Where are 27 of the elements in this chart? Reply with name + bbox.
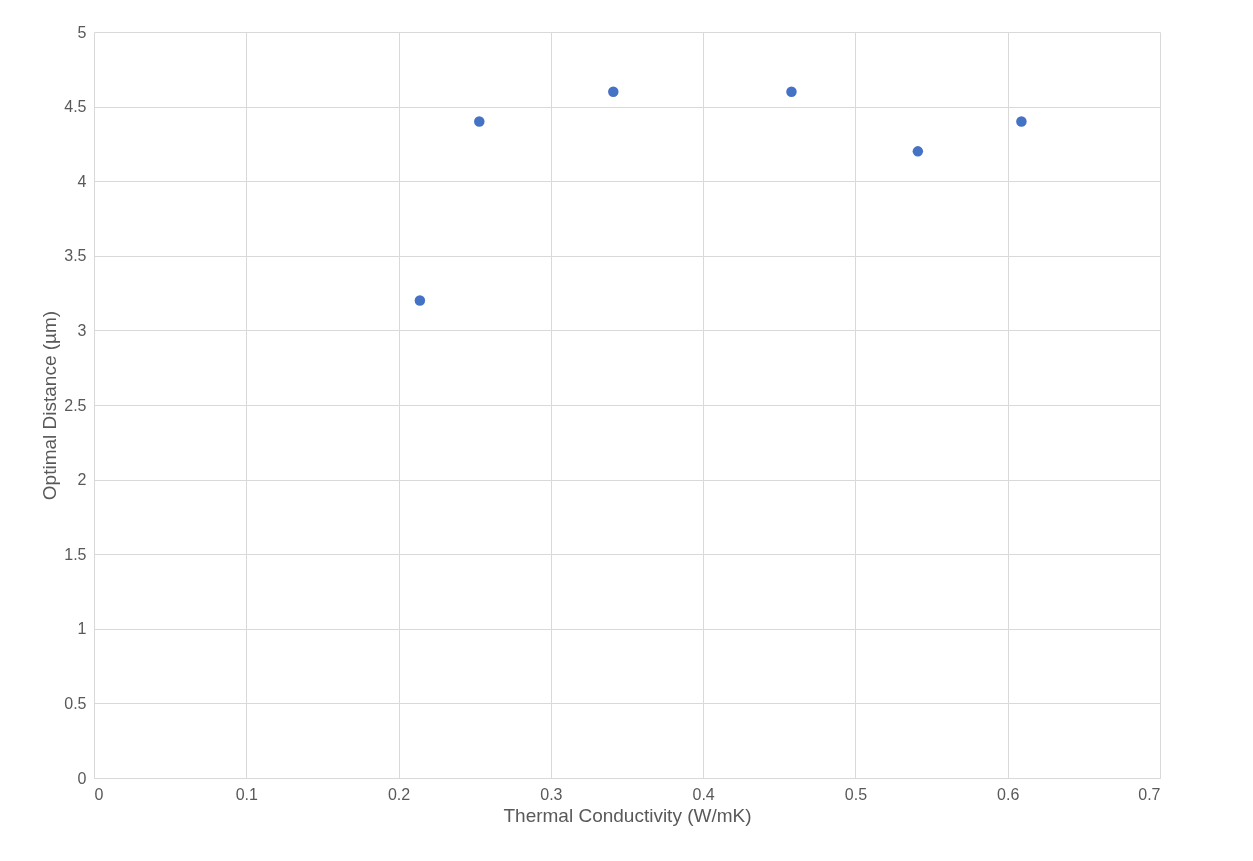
point xyxy=(1016,116,1027,127)
x-tick-label: 0.7 xyxy=(1138,785,1161,803)
y-tick-label: 3 xyxy=(77,321,87,339)
point xyxy=(414,295,426,306)
x-tick-label: 0.6 xyxy=(997,785,1020,803)
y-tick-label: 1.5 xyxy=(64,545,87,563)
y-axis-title: Optimal Distance (µm) xyxy=(39,310,61,501)
point xyxy=(912,146,924,157)
point xyxy=(786,86,797,97)
x-tick-label: 0.5 xyxy=(844,785,868,803)
y-tick-label: 2.5 xyxy=(64,396,87,414)
y-tick-label: 0 xyxy=(77,769,87,787)
x-tick-label: 0.3 xyxy=(540,785,563,803)
x-tick-label: 0 xyxy=(94,785,104,803)
point xyxy=(608,86,619,97)
y-tick-label: 1 xyxy=(77,620,87,638)
x-tick-label: 0.4 xyxy=(692,785,715,803)
x-tick-label: 0.1 xyxy=(235,785,258,803)
x-tick-label: 0.2 xyxy=(387,785,411,803)
y-tick-label: 4.5 xyxy=(64,98,87,116)
point xyxy=(474,116,485,127)
y-tick-label: 0.5 xyxy=(64,694,87,712)
x-axis-title: Thermal Conductivity (W/mK) xyxy=(503,804,752,826)
y-tick-label: 4 xyxy=(77,172,87,190)
y-tick-label: 5 xyxy=(77,23,87,41)
y-tick-label: 2 xyxy=(77,471,87,489)
y-tick-label: 3.5 xyxy=(64,247,87,265)
